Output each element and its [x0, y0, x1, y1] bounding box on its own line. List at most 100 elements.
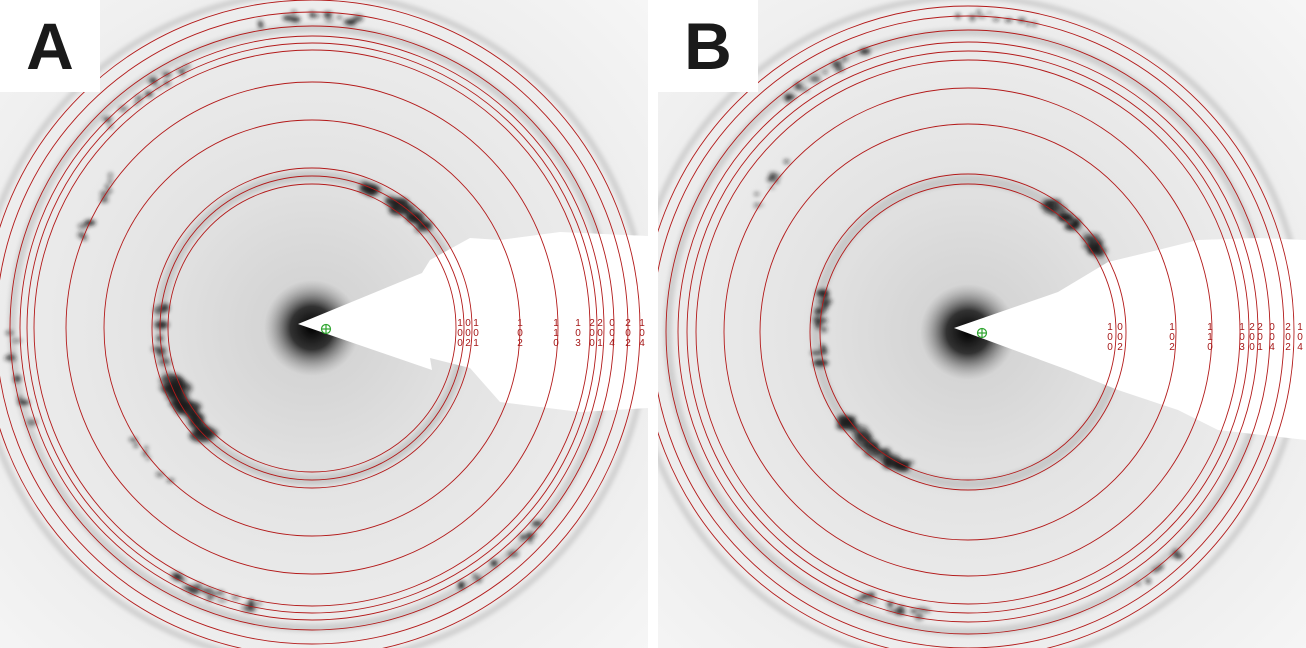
ring-104 — [0, 0, 641, 648]
ring-label-100-digit-2: 0 — [457, 328, 463, 339]
ring-label-201-digit-3: 1 — [1257, 342, 1263, 353]
ring-label-104-digit-3: 4 — [1297, 342, 1303, 353]
ring-label-201-digit-1: 2 — [597, 318, 603, 329]
ring-label-201-digit-2: 0 — [597, 328, 603, 339]
ring-label-104-digit-3: 4 — [639, 338, 645, 349]
ring-label-200-digit-3: 0 — [1249, 342, 1255, 353]
ring-label-200-digit-3: 0 — [589, 338, 595, 349]
ring-label-103-digit-2: 0 — [575, 328, 581, 339]
indexed-rings — [658, 5, 1295, 648]
ring-label-004-digit-3: 4 — [609, 338, 615, 349]
ring-100 — [167, 183, 457, 473]
ring-label-002-digit-2: 0 — [465, 328, 471, 339]
ring-label-200-digit-2: 0 — [1249, 332, 1255, 343]
ring-label-104-digit-2: 0 — [639, 328, 645, 339]
ring-label-200-digit-1: 2 — [589, 318, 595, 329]
ring-202 — [0, 11, 629, 645]
ring-label-002-digit-1: 0 — [1117, 322, 1123, 333]
ring-label-002-digit-2: 0 — [1117, 332, 1123, 343]
ring-label-101-digit-1: 1 — [473, 318, 479, 329]
ring-201 — [677, 41, 1259, 623]
ring-100 — [819, 183, 1117, 481]
ring-202 — [658, 15, 1285, 648]
ring-200 — [686, 50, 1250, 614]
ring-label-102-digit-1: 1 — [1169, 322, 1175, 333]
ring-103 — [33, 49, 591, 607]
ring-label-102-digit-2: 0 — [1169, 332, 1175, 343]
ring-002 — [809, 173, 1127, 491]
panel-letter-b: B — [658, 0, 758, 92]
ring-label-102-digit-2: 0 — [517, 328, 523, 339]
ring-label-201-digit-1: 2 — [1257, 322, 1263, 333]
ring-201 — [19, 35, 605, 621]
ring-label-002-digit-3: 2 — [465, 338, 471, 349]
ring-label-100-digit-3: 0 — [1107, 342, 1113, 353]
ring-label-110-digit-3: 0 — [553, 338, 559, 349]
ring-label-104-digit-2: 0 — [1297, 332, 1303, 343]
beam-stop-shadow — [298, 232, 648, 412]
ring-label-004-digit-1: 0 — [609, 318, 615, 329]
ring-label-110-digit-1: 1 — [1207, 322, 1213, 333]
ring-label-101-digit-3: 1 — [473, 338, 479, 349]
beam-stop-shadow — [954, 238, 1306, 440]
ring-label-100-digit-2: 0 — [1107, 332, 1113, 343]
ring-002 — [159, 175, 465, 481]
ring-label-110-digit-1: 1 — [553, 318, 559, 329]
ring-label-202-digit-2: 0 — [625, 328, 631, 339]
ring-label-202-digit-3: 2 — [1285, 342, 1291, 353]
ring-label-104-digit-1: 1 — [639, 318, 645, 329]
ring-label-110-digit-2: 1 — [1207, 332, 1213, 343]
ring-label-100-digit-1: 1 — [1107, 322, 1113, 333]
ring-101 — [151, 167, 473, 489]
ring-label-002-digit-3: 2 — [1117, 342, 1123, 353]
diffraction-spots — [754, 9, 1183, 620]
ring-label-004-digit-2: 0 — [1269, 332, 1275, 343]
ring-102 — [759, 123, 1177, 541]
ring-label-100-digit-1: 1 — [457, 318, 463, 329]
ring-label-110-digit-2: 1 — [553, 328, 559, 339]
ring-label-102-digit-3: 2 — [517, 338, 523, 349]
ring-label-202-digit-3: 2 — [625, 338, 631, 349]
ring-label-004-digit-3: 4 — [1269, 342, 1275, 353]
beam-center-marker — [320, 323, 332, 335]
indexed-rings — [0, 0, 641, 648]
ring-004 — [665, 29, 1271, 635]
ring-label-103-digit-3: 3 — [1239, 342, 1245, 353]
ring-label-102-digit-1: 1 — [517, 318, 523, 329]
ring-label-004-digit-2: 0 — [609, 328, 615, 339]
ring-004 — [9, 25, 615, 631]
ring-label-104-digit-1: 1 — [1297, 322, 1303, 333]
ring-104 — [658, 5, 1295, 648]
ring-200 — [26, 42, 598, 614]
ring-110 — [723, 87, 1213, 577]
ring-label-200-digit-2: 0 — [589, 328, 595, 339]
ring-label-110-digit-3: 0 — [1207, 342, 1213, 353]
ring-label-004-digit-1: 0 — [1269, 322, 1275, 333]
ring-label-102-digit-3: 2 — [1169, 342, 1175, 353]
ring-label-202-digit-1: 2 — [1285, 322, 1291, 333]
ring-label-103-digit-3: 3 — [575, 338, 581, 349]
ring-label-202-digit-1: 2 — [625, 318, 631, 329]
ring-label-103-digit-1: 1 — [1239, 322, 1245, 333]
panel-letter-a: A — [0, 0, 100, 92]
beam-center-marker — [976, 327, 988, 339]
ring-label-100-digit-3: 0 — [457, 338, 463, 349]
ring-label-103-digit-2: 0 — [1239, 332, 1245, 343]
ring-label-202-digit-2: 0 — [1285, 332, 1291, 343]
diffraction-spots — [4, 10, 543, 613]
ring-label-101-digit-2: 0 — [473, 328, 479, 339]
ring-103 — [695, 59, 1241, 605]
ring-label-201-digit-3: 1 — [597, 338, 603, 349]
ring-label-002-digit-1: 0 — [465, 318, 471, 329]
ring-label-200-digit-1: 2 — [1249, 322, 1255, 333]
ring-label-103-digit-1: 1 — [575, 318, 581, 329]
ring-label-201-digit-2: 0 — [1257, 332, 1263, 343]
ring-102 — [103, 119, 521, 537]
ring-110 — [65, 81, 559, 575]
